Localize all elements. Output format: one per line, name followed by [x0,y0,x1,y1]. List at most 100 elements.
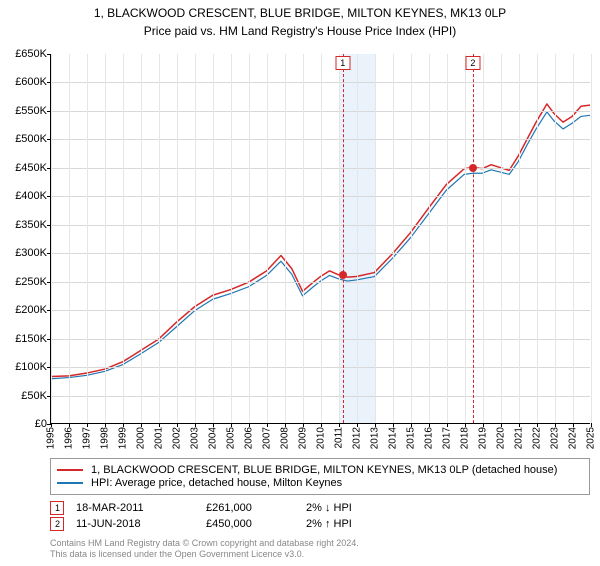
gridline-v [87,54,88,423]
xtick-label: 2006 [244,427,255,449]
ytick-label: £200K [15,304,47,316]
gridline-v [159,54,160,423]
gridline-v [231,54,232,423]
event-row-price: £450,000 [206,518,306,530]
xtick-label: 2015 [406,427,417,449]
gridline-v [519,54,520,423]
xtick-label: 2016 [424,427,435,449]
event-row: 1 18-MAR-2011£261,0002% ↓ HPI [50,500,590,516]
gridline-v [375,54,376,423]
gridline-v [123,54,124,423]
ytick-label: £600K [15,76,47,88]
gridline-v [501,54,502,423]
legend-label: 1, BLACKWOOD CRESCENT, BLUE BRIDGE, MILT… [91,464,557,476]
chart-title: 1, BLACKWOOD CRESCENT, BLUE BRIDGE, MILT… [0,6,600,22]
ytick-label: £650K [15,48,47,60]
legend-label: HPI: Average price, detached house, Milt… [91,477,342,489]
gridline-v [267,54,268,423]
events-table: 1 18-MAR-2011£261,0002% ↓ HPI 2 11-JUN-2018… [50,500,590,532]
xtick-label: 2000 [136,427,147,449]
ytick-label: £400K [15,190,47,202]
footer-attribution: Contains HM Land Registry data © Crown c… [50,538,590,561]
gridline-v [555,54,556,423]
ytick-label: £450K [15,162,47,174]
footer-line-2: This data is licensed under the Open Gov… [50,549,590,560]
event-row-price: £261,000 [206,502,306,514]
ytick-label: £500K [15,133,47,145]
gridline-v [357,54,358,423]
xtick-label: 2025 [586,427,597,449]
event-line [343,54,344,423]
footer-line-1: Contains HM Land Registry data © Crown c… [50,538,590,549]
event-badge: 2 [465,56,480,70]
legend-swatch [57,469,83,471]
event-badge: 1 [335,56,350,70]
ytick-label: £350K [15,219,47,231]
gridline-v [213,54,214,423]
xtick-label: 2001 [154,427,165,449]
event-marker [469,164,477,172]
xtick-label: 2011 [334,427,345,449]
xtick-label: 2004 [208,427,219,449]
ytick-label: £50K [21,390,47,402]
xtick-label: 1996 [64,427,75,449]
event-row-date: 18-MAR-2011 [76,502,206,514]
xtick-label: 2022 [532,427,543,449]
gridline-v [321,54,322,423]
xtick-label: 1995 [46,427,57,449]
gridline-v [447,54,448,423]
gridline-v [339,54,340,423]
gridline-v [177,54,178,423]
gridline-v [105,54,106,423]
ytick-label: £100K [15,361,47,373]
xtick-label: 1998 [100,427,111,449]
event-row-note: 2% ↑ HPI [306,518,590,530]
plot-area: £0£50K£100K£150K£200K£250K£300K£350K£400… [50,54,590,424]
gridline-v [195,54,196,423]
gridline-v [411,54,412,423]
xtick-label: 1999 [118,427,129,449]
gridline-v [573,54,574,423]
gridline-v [51,54,52,423]
ytick-label: £300K [15,247,47,259]
ytick-label: £550K [15,105,47,117]
gridline-v [465,54,466,423]
xtick-label: 2014 [388,427,399,449]
event-row-badge: 1 [50,501,64,515]
xtick-label: 2020 [496,427,507,449]
gridline-v [483,54,484,423]
xtick-label: 2007 [262,427,273,449]
xtick-label: 2005 [226,427,237,449]
gridline-v [141,54,142,423]
legend-box: 1, BLACKWOOD CRESCENT, BLUE BRIDGE, MILT… [50,458,590,495]
gridline-v [303,54,304,423]
gridline-v [285,54,286,423]
event-row-note: 2% ↓ HPI [306,502,590,514]
event-marker [339,271,347,279]
xtick-label: 2009 [298,427,309,449]
legend-row: HPI: Average price, detached house, Milt… [57,477,583,489]
legend-swatch [57,482,83,484]
event-line [473,54,474,423]
event-row-badge: 2 [50,517,64,531]
xtick-label: 2019 [478,427,489,449]
legend-row: 1, BLACKWOOD CRESCENT, BLUE BRIDGE, MILT… [57,464,583,476]
xtick-label: 2018 [460,427,471,449]
event-row-date: 11-JUN-2018 [76,518,206,530]
xtick-label: 2013 [370,427,381,449]
xtick-label: 2017 [442,427,453,449]
gridline-v [537,54,538,423]
xtick-label: 2021 [514,427,525,449]
gridline-v [591,54,592,423]
xtick-label: 2024 [568,427,579,449]
xtick-label: 2023 [550,427,561,449]
gridline-v [429,54,430,423]
ytick-label: £250K [15,276,47,288]
xtick-label: 2003 [190,427,201,449]
xtick-label: 2010 [316,427,327,449]
xtick-label: 2012 [352,427,363,449]
xtick-label: 2008 [280,427,291,449]
gridline-v [393,54,394,423]
chart-subtitle: Price paid vs. HM Land Registry's House … [0,24,600,38]
event-row: 2 11-JUN-2018£450,0002% ↑ HPI [50,516,590,532]
